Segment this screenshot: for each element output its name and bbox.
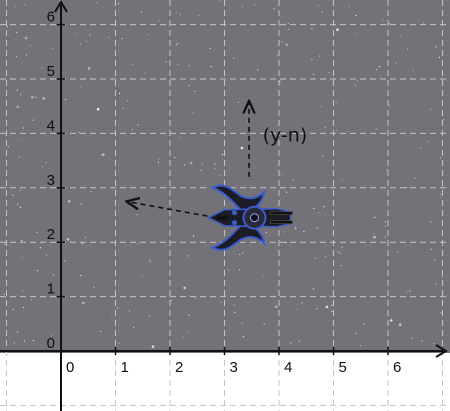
direction-arrows bbox=[126, 101, 249, 219]
x-tick-label: 0 bbox=[66, 359, 74, 376]
y-axis-arrowhead bbox=[54, 0, 68, 13]
x-tick-label: 4 bbox=[284, 359, 292, 376]
y-tick-label: 4 bbox=[47, 117, 55, 134]
y-tick-label: 3 bbox=[47, 172, 55, 189]
direction-label: (y-n) bbox=[263, 125, 308, 147]
tick-labels: 0 1 2 3 4 5 6 0 1 2 3 4 5 6 bbox=[47, 9, 402, 376]
ship-nose bbox=[216, 215, 229, 220]
x-tick-label: 5 bbox=[339, 359, 347, 376]
spaceship-icon bbox=[206, 184, 293, 251]
ship-barrel-bottom bbox=[270, 220, 293, 224]
ship-bottom-wing bbox=[209, 224, 267, 251]
x-tick-label: 3 bbox=[230, 359, 238, 376]
arrow-left bbox=[126, 201, 217, 219]
x-axis-arrowhead bbox=[435, 344, 448, 358]
y-tick-label: 6 bbox=[47, 9, 55, 26]
y-tick-label: 2 bbox=[47, 226, 55, 243]
x-tick-label: 1 bbox=[121, 359, 129, 376]
y-tick-label: 1 bbox=[47, 281, 55, 298]
ship-barrel-top bbox=[270, 211, 293, 215]
y-tick-label: 0 bbox=[47, 335, 55, 352]
x-tick-label: 6 bbox=[393, 359, 401, 376]
y-tick-label: 5 bbox=[47, 63, 55, 80]
ship-top-wing bbox=[209, 184, 267, 211]
x-tick-label: 2 bbox=[175, 359, 183, 376]
stars bbox=[3, 0, 444, 348]
